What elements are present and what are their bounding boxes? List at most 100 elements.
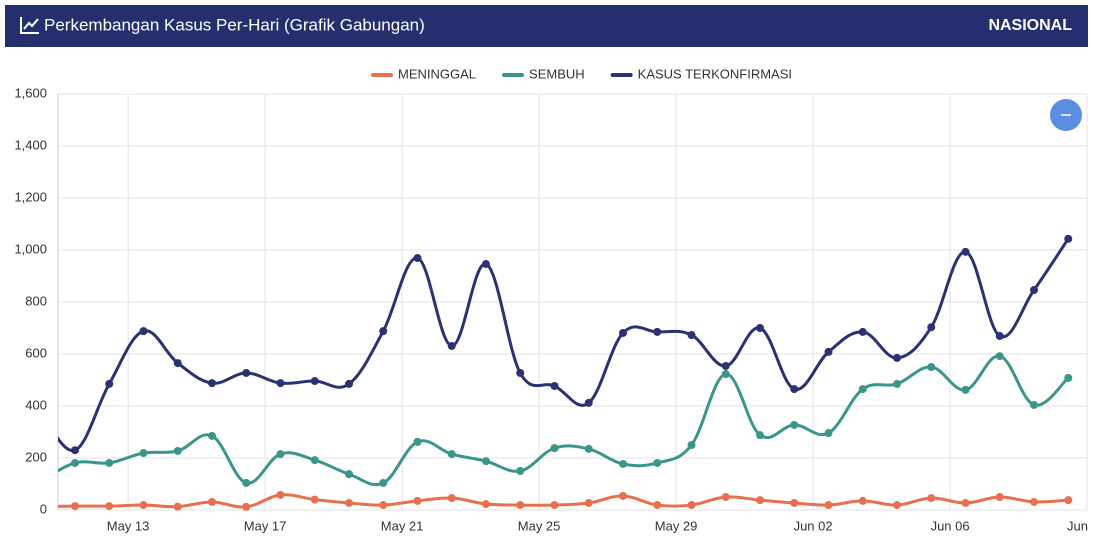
series-point bbox=[173, 446, 182, 455]
series-point bbox=[37, 477, 45, 485]
series-point bbox=[310, 377, 319, 386]
series-point bbox=[653, 458, 662, 467]
series-point bbox=[413, 496, 422, 505]
series-point bbox=[584, 498, 593, 507]
series-point bbox=[105, 458, 114, 467]
series-point bbox=[790, 385, 799, 394]
y-tick-label: 800 bbox=[25, 293, 47, 308]
series-point bbox=[345, 470, 353, 479]
series-point bbox=[687, 501, 696, 510]
series-point bbox=[961, 247, 970, 256]
series-point bbox=[345, 498, 353, 507]
series-point bbox=[893, 353, 901, 362]
x-tick-label: May 21 bbox=[381, 518, 424, 533]
series-point bbox=[893, 379, 901, 388]
series-point bbox=[584, 444, 593, 453]
y-tick-label: 1,400 bbox=[14, 137, 47, 152]
series-point bbox=[584, 398, 593, 407]
series-point bbox=[345, 379, 353, 388]
header-title: Perkembangan Kasus Per-Hari (Grafik Gabu… bbox=[44, 15, 425, 34]
series-point bbox=[790, 498, 799, 507]
x-tick-label: Jun 02 bbox=[794, 518, 833, 533]
x-tick-label: May 25 bbox=[518, 518, 561, 533]
series-point bbox=[208, 431, 216, 440]
series-point bbox=[824, 347, 833, 356]
series-point bbox=[310, 456, 319, 465]
y-tick-label: 400 bbox=[25, 397, 47, 412]
series-point bbox=[173, 502, 182, 511]
y-tick-label: 0 bbox=[40, 501, 47, 516]
series-point bbox=[379, 327, 388, 336]
x-tick-label: Jun bbox=[1067, 518, 1088, 533]
series-point bbox=[447, 450, 456, 459]
series-point bbox=[379, 501, 388, 510]
series-point bbox=[71, 458, 79, 467]
series-point bbox=[1064, 373, 1073, 382]
series-point bbox=[139, 327, 148, 336]
series-point bbox=[71, 502, 79, 511]
series-point bbox=[105, 379, 114, 388]
series-point bbox=[516, 467, 525, 475]
collapse-button[interactable] bbox=[1050, 99, 1082, 131]
series-point bbox=[1030, 497, 1038, 506]
legend-item: MENINGGAL bbox=[371, 66, 476, 81]
series-point bbox=[721, 370, 730, 379]
series-point bbox=[721, 493, 730, 501]
series-point bbox=[208, 379, 216, 388]
series-point bbox=[1030, 286, 1038, 295]
series-point bbox=[858, 385, 867, 394]
series-point bbox=[687, 331, 696, 340]
series-line bbox=[58, 237, 1070, 452]
series-point bbox=[756, 324, 764, 332]
legend-label: KASUS TERKONFIRMASI bbox=[638, 66, 792, 81]
series-point bbox=[961, 498, 970, 507]
series-point bbox=[756, 496, 764, 505]
series-point bbox=[619, 491, 627, 500]
series-point bbox=[242, 478, 251, 487]
series-point bbox=[995, 332, 1004, 341]
series-point bbox=[790, 420, 799, 429]
series-point bbox=[550, 501, 559, 510]
series-point bbox=[927, 494, 936, 503]
legend-label: SEMBUH bbox=[529, 66, 585, 81]
series-point bbox=[756, 431, 764, 440]
header-region: NASIONAL bbox=[988, 17, 1072, 34]
series-point bbox=[516, 501, 525, 510]
series-point bbox=[721, 361, 730, 370]
series-point bbox=[276, 490, 285, 499]
series-point bbox=[105, 502, 114, 511]
x-tick-label: May 17 bbox=[244, 518, 287, 533]
y-tick-label: 1,200 bbox=[14, 189, 47, 204]
series-point bbox=[173, 359, 182, 368]
series-point bbox=[447, 494, 456, 503]
series-point bbox=[482, 457, 490, 466]
series-point bbox=[893, 501, 901, 510]
series-point bbox=[653, 501, 662, 510]
series-point bbox=[139, 449, 148, 458]
series-point bbox=[550, 381, 559, 390]
series-point bbox=[927, 323, 936, 332]
legend-item: SEMBUH bbox=[502, 66, 585, 81]
y-tick-label: 1,600 bbox=[14, 85, 47, 100]
legend-label: MENINGGAL bbox=[398, 66, 476, 81]
y-tick-label: 200 bbox=[25, 449, 47, 464]
series-point bbox=[824, 501, 833, 510]
series-point bbox=[413, 437, 422, 446]
series-point bbox=[550, 444, 559, 453]
series-point bbox=[242, 368, 251, 377]
series-point bbox=[1064, 496, 1073, 505]
series-point bbox=[1064, 234, 1073, 243]
series-point bbox=[824, 429, 833, 438]
series-point bbox=[516, 368, 525, 377]
series-point bbox=[276, 379, 285, 388]
series-point bbox=[619, 328, 627, 337]
series-point bbox=[242, 502, 251, 511]
header-bar bbox=[5, 5, 1088, 47]
x-tick-label: Jun 06 bbox=[931, 518, 970, 533]
series-point bbox=[653, 327, 662, 336]
series-point bbox=[927, 363, 936, 371]
chart-icon bbox=[20, 17, 39, 34]
x-tick-label: May 29 bbox=[655, 518, 698, 533]
